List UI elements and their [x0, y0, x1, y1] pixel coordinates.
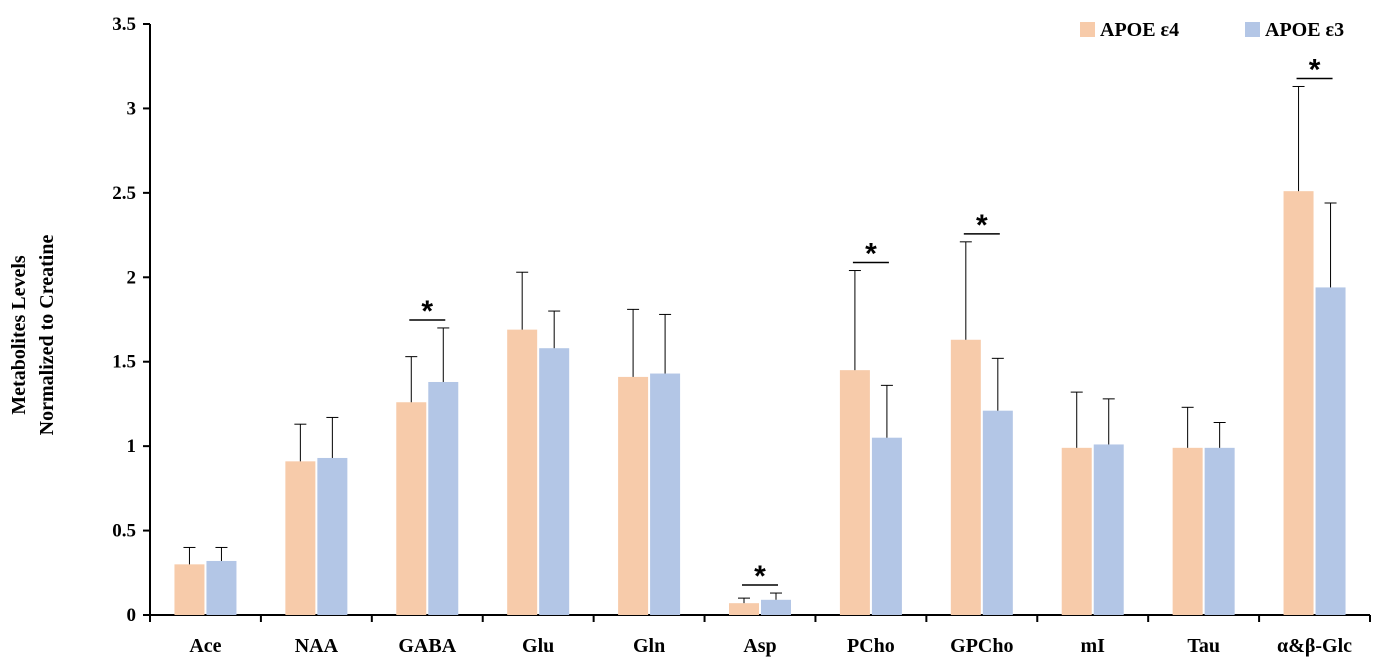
x-category-label: Glu	[522, 635, 554, 657]
bar-apoe-e3	[539, 348, 570, 615]
bars	[174, 191, 1346, 615]
x-category-label: Asp	[743, 635, 776, 657]
x-category-label: Tau	[1187, 635, 1220, 657]
y-axis-title-line-2: Normalized to Creatine	[36, 235, 58, 436]
y-tick-label: 2.5	[112, 183, 136, 204]
legend: APOE ε4 APOE ε3	[1080, 19, 1344, 41]
bar-apoe-e4	[507, 329, 538, 615]
x-category-label: Ace	[189, 635, 221, 657]
legend-label-apoe-e3: APOE ε3	[1265, 19, 1344, 41]
y-tick-label: 1	[127, 436, 137, 457]
y-axis-title: Metabolites Levels Normalized to Creatin…	[8, 235, 58, 436]
bar-apoe-e3	[650, 373, 681, 615]
bar-apoe-e3	[1315, 287, 1346, 615]
significance-star: *	[976, 209, 988, 242]
y-tick-label: 2	[127, 267, 137, 288]
bar-apoe-e4	[1172, 447, 1203, 615]
bar-apoe-e3	[317, 457, 348, 615]
x-category-label: PCho	[847, 635, 895, 657]
y-tick-label: 1.5	[112, 352, 136, 373]
significance-markers: * * * * *	[409, 53, 1333, 593]
bar-apoe-e3	[1093, 444, 1124, 615]
significance-star: *	[421, 295, 433, 328]
significance-star: *	[1309, 53, 1321, 86]
x-category-label: GABA	[398, 635, 456, 657]
x-category-label: mI	[1081, 635, 1106, 657]
error-bars	[183, 85, 1337, 604]
y-tick-label: 3.5	[112, 14, 136, 35]
bar-apoe-e4	[839, 370, 870, 615]
bar-apoe-e3	[206, 560, 237, 615]
bar-apoe-e4	[950, 339, 981, 615]
x-category-label: GPCho	[950, 635, 1013, 657]
significance-star: *	[754, 560, 766, 593]
y-tick-label: 3	[127, 98, 137, 119]
bar-apoe-e3	[982, 410, 1013, 615]
significance-star: *	[865, 238, 877, 271]
x-category-label: Gln	[633, 635, 665, 657]
bar-apoe-e4	[174, 564, 205, 615]
legend-swatch-apoe-e3	[1245, 22, 1260, 37]
y-tick-label: 0	[127, 605, 137, 626]
x-category-label: NAA	[295, 635, 339, 657]
bar-apoe-e3	[1204, 447, 1235, 615]
legend-swatch-apoe-e4	[1080, 22, 1095, 37]
bar-apoe-e4	[396, 402, 427, 615]
y-axis-title-line-1: Metabolites Levels	[8, 255, 30, 415]
bar-apoe-e3	[761, 599, 791, 615]
bar-apoe-e4	[1061, 447, 1092, 615]
x-category-label: α&β-Glc	[1277, 635, 1352, 657]
bar-apoe-e3	[428, 381, 459, 615]
axes: 0 0.5 1 1.5 2 2.5 3 3.5 Ace NAA GABA Glu Gln Asp PCho G…	[112, 14, 1371, 657]
bar-apoe-e4	[618, 376, 649, 615]
bar-apoe-e4	[1283, 191, 1314, 615]
y-tick-label: 0.5	[112, 521, 136, 542]
legend-label-apoe-e4: APOE ε4	[1100, 19, 1179, 41]
bar-apoe-e4	[729, 603, 759, 615]
bar-apoe-e3	[871, 437, 902, 615]
bar-apoe-e4	[285, 461, 316, 615]
